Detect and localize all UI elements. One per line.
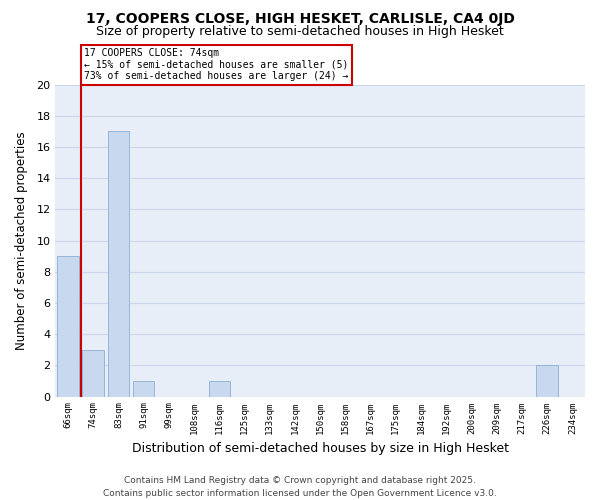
X-axis label: Distribution of semi-detached houses by size in High Hesket: Distribution of semi-detached houses by … [131, 442, 509, 455]
Bar [536, 366, 558, 396]
Text: Contains HM Land Registry data © Crown copyright and database right 2025.
Contai: Contains HM Land Registry data © Crown c… [103, 476, 497, 498]
Text: 17 COOPERS CLOSE: 74sqm
← 15% of semi-detached houses are smaller (5)
73% of sem: 17 COOPERS CLOSE: 74sqm ← 15% of semi-de… [85, 48, 349, 82]
Bar [82, 350, 104, 397]
Text: 17, COOPERS CLOSE, HIGH HESKET, CARLISLE, CA4 0JD: 17, COOPERS CLOSE, HIGH HESKET, CARLISLE… [86, 12, 514, 26]
Bar [57, 256, 79, 396]
Bar [133, 381, 154, 396]
Y-axis label: Number of semi-detached properties: Number of semi-detached properties [15, 131, 28, 350]
Text: Size of property relative to semi-detached houses in High Hesket: Size of property relative to semi-detach… [96, 25, 504, 38]
Bar [209, 381, 230, 396]
Bar [107, 132, 129, 396]
